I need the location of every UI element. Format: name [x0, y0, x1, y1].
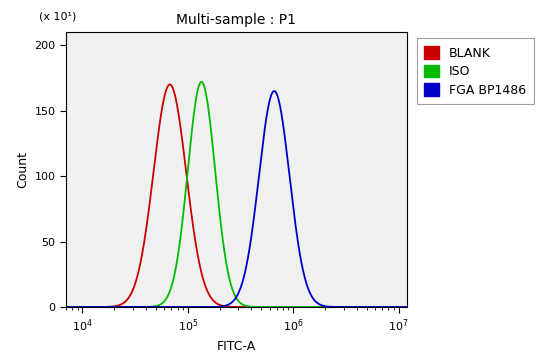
Text: (x 10¹): (x 10¹)	[39, 11, 76, 21]
FGA BP1486	[367, 305, 373, 309]
Y-axis label: Count: Count	[16, 151, 29, 188]
FGA BP1486	[71, 305, 78, 309]
ISO	[367, 305, 373, 309]
BLANK	[167, 82, 173, 87]
ISO	[176, 245, 183, 249]
BLANK	[193, 245, 200, 249]
Line: ISO: ISO	[30, 82, 420, 307]
BLANK	[26, 305, 33, 309]
FGA BP1486	[193, 305, 200, 309]
ISO	[26, 305, 33, 309]
FGA BP1486	[26, 305, 33, 309]
ISO	[71, 305, 78, 309]
BLANK	[71, 305, 78, 309]
X-axis label: FITC-A: FITC-A	[217, 340, 256, 353]
FGA BP1486	[176, 305, 183, 309]
Line: BLANK: BLANK	[30, 85, 420, 307]
BLANK	[94, 305, 101, 309]
BLANK	[176, 117, 183, 121]
FGA BP1486	[409, 305, 415, 309]
ISO	[409, 305, 415, 309]
ISO	[193, 96, 200, 101]
BLANK	[409, 305, 415, 309]
ISO	[198, 80, 205, 84]
ISO	[416, 305, 423, 309]
FGA BP1486	[94, 305, 101, 309]
BLANK	[367, 305, 373, 309]
Title: Multi-sample : P1: Multi-sample : P1	[177, 13, 296, 27]
FGA BP1486	[416, 305, 423, 309]
BLANK	[416, 305, 423, 309]
Line: FGA BP1486: FGA BP1486	[30, 91, 420, 307]
Legend: BLANK, ISO, FGA BP1486: BLANK, ISO, FGA BP1486	[417, 39, 534, 104]
ISO	[94, 305, 101, 309]
FGA BP1486	[271, 89, 277, 93]
